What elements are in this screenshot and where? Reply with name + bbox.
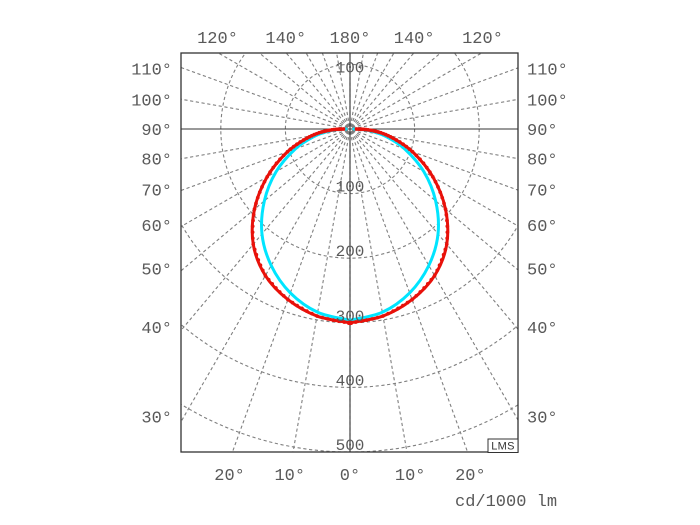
svg-text:80°: 80° — [141, 151, 172, 170]
svg-text:100: 100 — [336, 179, 365, 197]
svg-text:50°: 50° — [527, 261, 558, 280]
svg-text:LMS: LMS — [491, 440, 515, 452]
svg-text:400: 400 — [336, 372, 365, 390]
svg-text:500: 500 — [336, 437, 365, 455]
svg-text:30°: 30° — [141, 410, 172, 429]
svg-text:60°: 60° — [141, 218, 172, 237]
svg-text:110°: 110° — [131, 62, 172, 81]
svg-text:300: 300 — [336, 308, 365, 326]
svg-text:70°: 70° — [527, 183, 558, 202]
svg-text:200: 200 — [336, 243, 365, 261]
svg-text:50°: 50° — [141, 261, 172, 280]
svg-text:140°: 140° — [265, 30, 306, 49]
svg-text:120°: 120° — [462, 30, 503, 49]
svg-text:90°: 90° — [527, 122, 558, 141]
svg-text:40°: 40° — [527, 320, 558, 339]
svg-text:100°: 100° — [131, 93, 172, 112]
svg-text:0°: 0° — [340, 467, 360, 486]
svg-text:80°: 80° — [527, 151, 558, 170]
svg-text:100°: 100° — [527, 93, 568, 112]
svg-text:120°: 120° — [197, 30, 238, 49]
svg-text:10°: 10° — [274, 467, 305, 486]
svg-text:110°: 110° — [527, 62, 568, 81]
svg-text:cd/1000 lm: cd/1000 lm — [455, 493, 557, 512]
svg-text:60°: 60° — [527, 218, 558, 237]
svg-text:140°: 140° — [394, 30, 435, 49]
svg-text:20°: 20° — [214, 467, 245, 486]
svg-text:10°: 10° — [395, 467, 426, 486]
svg-text:40°: 40° — [141, 320, 172, 339]
svg-text:180°: 180° — [330, 30, 371, 49]
svg-text:100: 100 — [336, 59, 365, 77]
svg-text:30°: 30° — [527, 410, 558, 429]
svg-text:90°: 90° — [141, 122, 172, 141]
svg-text:70°: 70° — [141, 183, 172, 202]
svg-text:20°: 20° — [455, 467, 486, 486]
